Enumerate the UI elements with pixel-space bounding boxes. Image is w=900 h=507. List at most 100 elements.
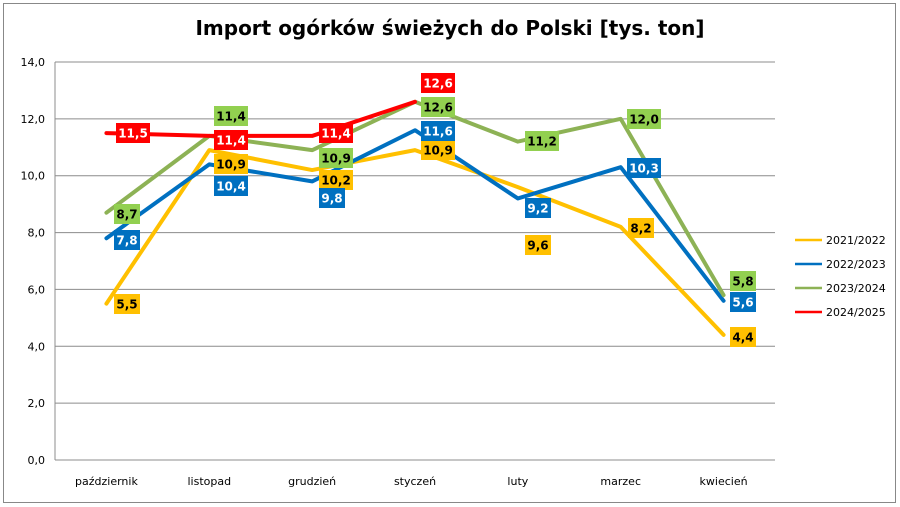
series-line-2024-2025	[104, 99, 417, 138]
legend-label: 2022/2023	[826, 258, 886, 271]
y-tick-label: 4,0	[28, 340, 46, 353]
data-label-text: 11,4	[216, 134, 246, 148]
y-tick-label: 0,0	[28, 454, 46, 467]
legend-label: 2023/2024	[826, 282, 886, 295]
data-label: 11,6	[421, 121, 455, 141]
legend-item: 2023/2024	[795, 282, 886, 295]
data-label-text: 10,9	[423, 144, 453, 158]
data-label-text: 8,2	[630, 222, 651, 236]
data-label-box	[730, 292, 756, 312]
data-label-box	[319, 123, 353, 143]
data-label-text: 10,9	[216, 158, 246, 172]
data-label: 10,9	[421, 140, 455, 160]
data-label-text: 9,6	[527, 239, 548, 253]
y-tick-label: 2,0	[28, 397, 46, 410]
data-label: 12,6	[421, 97, 455, 117]
data-label: 11,4	[214, 130, 248, 150]
data-label: 10,9	[319, 148, 353, 168]
data-label-text: 5,6	[732, 296, 753, 310]
x-tick-label: listopad	[187, 475, 231, 488]
y-tick-label: 14,0	[21, 56, 46, 69]
data-label-box	[319, 148, 353, 168]
data-label: 7,8	[114, 230, 140, 250]
data-label-text: 5,8	[732, 275, 753, 289]
data-label-text: 8,7	[116, 208, 137, 222]
legend-item: 2022/2023	[795, 258, 886, 271]
x-tick-label: styczeń	[394, 475, 436, 488]
data-label-box	[628, 218, 654, 238]
legend-label: 2024/2025	[826, 306, 886, 319]
data-label-box	[114, 204, 140, 224]
data-label-text: 12,6	[423, 101, 453, 115]
data-label-box	[525, 131, 559, 151]
data-label-text: 5,5	[116, 298, 137, 312]
chart-title: Import ogórków świeżych do Polski [tys. …	[195, 16, 705, 40]
y-tick-label: 6,0	[28, 283, 46, 296]
data-label-text: 10,9	[321, 152, 351, 166]
data-label-box	[730, 327, 756, 347]
data-label-box	[214, 154, 248, 174]
data-label-text: 10,2	[321, 174, 351, 188]
data-label-box	[116, 123, 150, 143]
data-label-box	[214, 176, 248, 196]
data-label-text: 9,2	[527, 202, 548, 216]
data-label-text: 10,4	[216, 180, 246, 194]
data-label-box	[421, 73, 455, 93]
y-tick-label: 10,0	[21, 170, 46, 183]
legend-item: 2024/2025	[795, 306, 886, 319]
x-tick-label: październik	[75, 475, 138, 488]
data-label: 10,9	[214, 154, 248, 174]
data-label-box	[627, 158, 661, 178]
data-label-text: 11,2	[527, 135, 557, 149]
y-tick-label: 12,0	[21, 113, 46, 126]
data-label: 9,6	[525, 235, 551, 255]
x-tick-label: kwiecień	[700, 475, 748, 488]
chart-border	[3, 3, 896, 503]
series-line-2021-2022	[104, 148, 726, 337]
data-label: 9,2	[525, 198, 551, 218]
data-label-box	[627, 109, 661, 129]
data-label-text: 11,5	[118, 127, 148, 141]
data-label: 10,2	[319, 170, 353, 190]
data-label-box	[525, 235, 551, 255]
data-label: 10,4	[214, 176, 248, 196]
data-label-text: 4,4	[732, 331, 753, 345]
series-line-2022-2023	[104, 128, 726, 303]
data-label-box	[214, 106, 248, 126]
data-label: 11,2	[525, 131, 559, 151]
data-label: 5,5	[114, 294, 140, 314]
y-tick-label: 8,0	[28, 227, 46, 240]
data-label-box	[421, 121, 455, 141]
data-label: 11,5	[116, 123, 150, 143]
x-tick-label: marzec	[600, 475, 641, 488]
data-label: 10,3	[627, 158, 661, 178]
data-label-box	[525, 198, 551, 218]
data-label-box	[114, 230, 140, 250]
data-label: 9,8	[319, 188, 345, 208]
data-label: 11,4	[214, 106, 248, 126]
x-tick-label: luty	[507, 475, 528, 488]
data-label-text: 10,3	[629, 162, 659, 176]
data-label-text: 9,8	[321, 192, 342, 206]
data-label-box	[319, 170, 353, 190]
data-label-text: 11,6	[423, 125, 453, 139]
data-label: 8,2	[628, 218, 654, 238]
data-label-text: 11,4	[321, 127, 351, 141]
data-label-box	[730, 271, 756, 291]
data-label: 5,6	[730, 292, 756, 312]
data-label: 4,4	[730, 327, 756, 347]
data-label-text: 12,0	[629, 113, 659, 127]
data-label: 8,7	[114, 204, 140, 224]
data-label: 12,0	[627, 109, 661, 129]
data-label: 11,4	[319, 123, 353, 143]
data-label-text: 7,8	[116, 234, 137, 248]
data-label-box	[421, 97, 455, 117]
data-label-text: 11,4	[216, 110, 246, 124]
data-label-box	[421, 140, 455, 160]
x-tick-label: grudzień	[288, 475, 336, 488]
data-label: 12,6	[421, 73, 455, 93]
legend-label: 2021/2022	[826, 234, 886, 247]
data-label-box	[319, 188, 345, 208]
data-label-box	[114, 294, 140, 314]
